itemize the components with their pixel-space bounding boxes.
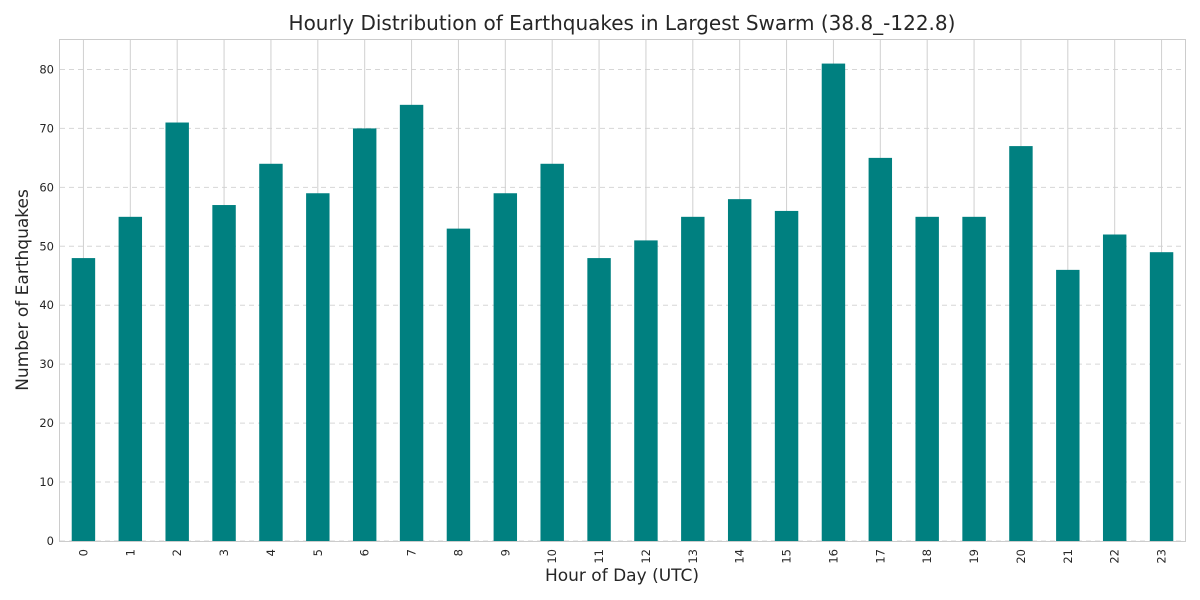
bar-hour-21 (1056, 269, 1080, 541)
x-tick-label: 23 (1155, 549, 1169, 564)
bar-hour-10 (540, 163, 564, 541)
x-tick-label: 8 (451, 549, 465, 556)
x-tick-label: 14 (733, 549, 747, 564)
bar-hour-11 (587, 258, 611, 541)
x-tick-label: 20 (1014, 549, 1028, 564)
bar-hour-8 (446, 228, 471, 542)
x-tick-label: 7 (405, 549, 419, 556)
x-tick-label: 10 (545, 549, 559, 564)
bar-hour-3 (212, 205, 236, 542)
bar-hour-7 (399, 104, 424, 541)
y-tick-label: 20 (39, 416, 54, 430)
x-tick-label: 5 (311, 549, 325, 556)
bar-hour-18 (915, 216, 939, 541)
bar-hour-9 (493, 193, 518, 541)
bar-hour-0 (71, 258, 96, 541)
x-tick-label: 18 (920, 549, 934, 564)
y-axis-label: Number of Earthquakes (13, 189, 33, 391)
x-tick-label: 22 (1108, 549, 1122, 564)
bar-hour-6 (352, 128, 377, 542)
x-tick-label: 4 (264, 549, 278, 556)
x-tick-label: 15 (780, 549, 794, 564)
y-tick-label: 50 (39, 239, 54, 253)
bar-hour-19 (962, 216, 986, 541)
bar-hour-4 (259, 163, 283, 541)
x-tick-label: 3 (217, 549, 231, 556)
x-axis-label: Hour of Day (UTC) (545, 566, 699, 586)
x-tick-label: 1 (123, 549, 137, 556)
bar-hour-1 (118, 216, 143, 541)
bar-hour-22 (1102, 234, 1127, 541)
y-tick-label: 70 (39, 121, 54, 135)
x-tick-label: 19 (967, 549, 981, 564)
y-tick-label: 10 (39, 475, 54, 489)
bar-hour-5 (306, 193, 330, 541)
bar-hour-16 (821, 63, 846, 541)
y-tick-label: 0 (47, 534, 54, 548)
bar-hour-17 (868, 157, 893, 541)
x-tick-label: 2 (170, 549, 184, 556)
bars (71, 63, 1174, 542)
x-tick-label: 0 (76, 549, 90, 556)
x-tick-label: 6 (358, 549, 372, 556)
x-tick-label: 16 (826, 549, 840, 564)
x-tick-label: 12 (639, 549, 653, 564)
x-tick-label: 13 (686, 549, 700, 564)
bar-hour-15 (774, 210, 799, 541)
chart-title: Hourly Distribution of Earthquakes in La… (289, 11, 956, 35)
x-tick-label: 11 (592, 549, 606, 564)
y-tick-label: 80 (39, 62, 54, 76)
x-tick-label: 21 (1061, 549, 1075, 564)
bar-hour-23 (1149, 252, 1174, 541)
bar-hour-14 (727, 199, 752, 541)
bar-hour-13 (681, 216, 705, 541)
y-tick-labels: 0 10 20 30 40 50 60 70 80 (39, 62, 54, 548)
bar-hour-2 (165, 122, 189, 542)
plot-frame (59, 39, 1186, 542)
x-tick-label: 9 (498, 549, 512, 556)
y-tick-label: 30 (39, 357, 54, 371)
y-tick-label: 40 (39, 298, 54, 312)
x-tick-label: 17 (873, 549, 887, 564)
bar-hour-20 (1009, 146, 1033, 541)
bar-hour-12 (634, 240, 658, 541)
x-tick-labels: 0 1 2 3 4 5 6 7 8 9 10 11 12 13 14 15 16 17 18 19 20 21 22 23 (76, 549, 1168, 564)
y-tick-label: 60 (39, 180, 54, 194)
